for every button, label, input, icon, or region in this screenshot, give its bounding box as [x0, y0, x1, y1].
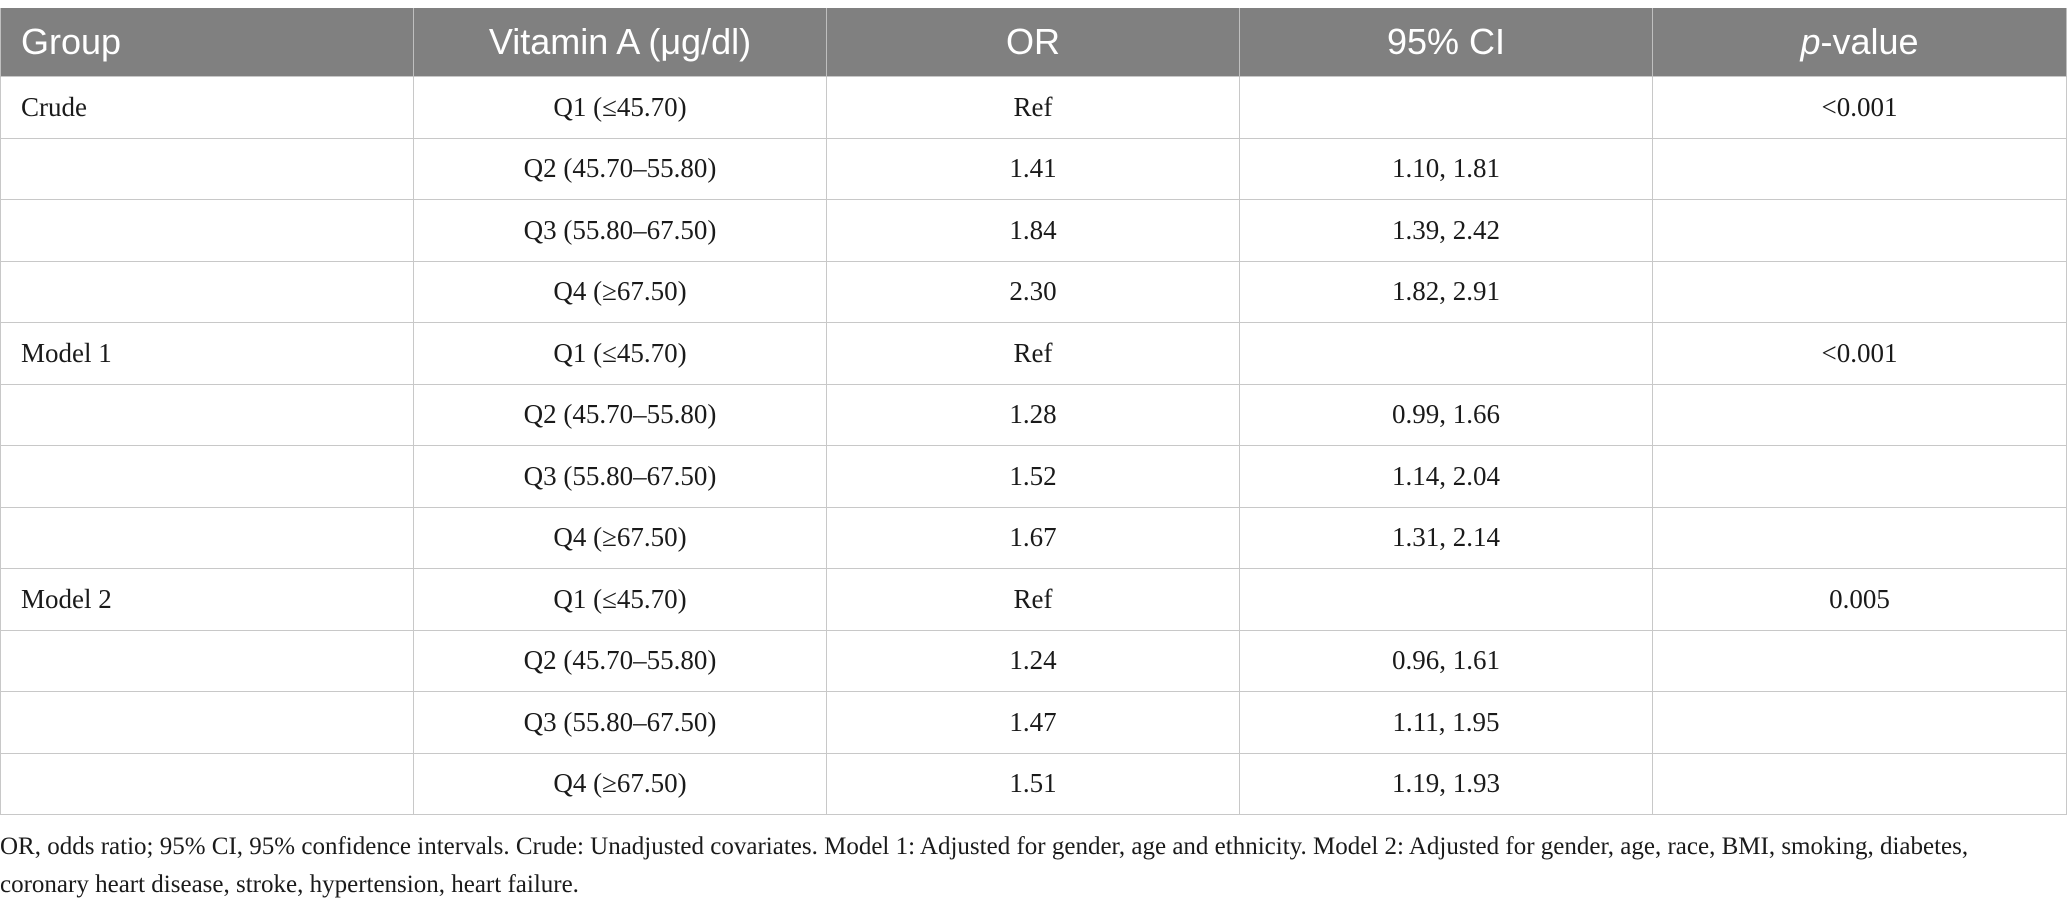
cell-group	[0, 506, 414, 569]
table-row: Q3 (55.80–67.50) 1.52 1.14, 2.04	[0, 445, 2067, 508]
cell-or: Ref	[826, 568, 1240, 631]
cell-p-value	[1652, 629, 2067, 692]
table-row: Q4 (≥67.50) 2.30 1.82, 2.91	[0, 260, 2067, 323]
cell-p-value	[1652, 137, 2067, 200]
cell-ci: 1.39, 2.42	[1239, 199, 1653, 262]
table-row: Q2 (45.70–55.80) 1.24 0.96, 1.61	[0, 629, 2067, 692]
cell-ci: 1.82, 2.91	[1239, 260, 1653, 323]
cell-vitamin-a: Q1 (≤45.70)	[413, 76, 827, 139]
cell-vitamin-a: Q3 (55.80–67.50)	[413, 199, 827, 262]
table-row: Model 2 Q1 (≤45.70) Ref 0.005	[0, 568, 2067, 631]
cell-or: 1.84	[826, 199, 1240, 262]
cell-vitamin-a: Q4 (≥67.50)	[413, 752, 827, 815]
table-header: Group Vitamin A (μg/dl) OR 95% CI p-valu…	[0, 8, 2067, 77]
cell-or: 2.30	[826, 260, 1240, 323]
cell-ci: 0.99, 1.66	[1239, 383, 1653, 446]
table-row: Q3 (55.80–67.50) 1.47 1.11, 1.95	[0, 691, 2067, 754]
cell-p-value	[1652, 260, 2067, 323]
header-ci: 95% CI	[1239, 8, 1653, 77]
cell-vitamin-a: Q4 (≥67.50)	[413, 506, 827, 569]
cell-group	[0, 260, 414, 323]
header-p-rest: -value	[1820, 21, 1919, 62]
cell-ci: 1.19, 1.93	[1239, 752, 1653, 815]
cell-ci: 1.11, 1.95	[1239, 691, 1653, 754]
cell-group	[0, 445, 414, 508]
cell-vitamin-a: Q3 (55.80–67.50)	[413, 445, 827, 508]
cell-p-value	[1652, 506, 2067, 569]
cell-group	[0, 629, 414, 692]
cell-p-value	[1652, 199, 2067, 262]
cell-p-value	[1652, 752, 2067, 815]
cell-p-value	[1652, 691, 2067, 754]
cell-ci: 0.96, 1.61	[1239, 629, 1653, 692]
header-row: Group Vitamin A (μg/dl) OR 95% CI p-valu…	[0, 8, 2067, 77]
cell-ci: 1.10, 1.81	[1239, 137, 1653, 200]
cell-vitamin-a: Q1 (≤45.70)	[413, 568, 827, 631]
table-body: Crude Q1 (≤45.70) Ref <0.001 Q2 (45.70–55.80…	[0, 76, 2067, 815]
cell-p-value	[1652, 383, 2067, 446]
cell-group	[0, 752, 414, 815]
header-or: OR	[826, 8, 1240, 77]
cell-group: Model 2	[0, 568, 414, 631]
header-p-value: p-value	[1652, 8, 2067, 77]
table-row: Q4 (≥67.50) 1.51 1.19, 1.93	[0, 752, 2067, 815]
table-row: Model 1 Q1 (≤45.70) Ref <0.001	[0, 322, 2067, 385]
cell-ci	[1239, 322, 1653, 385]
cell-vitamin-a: Q2 (45.70–55.80)	[413, 137, 827, 200]
table-footnote: OR, odds ratio; 95% CI, 95% confidence i…	[0, 833, 1969, 898]
table-row: Crude Q1 (≤45.70) Ref <0.001	[0, 76, 2067, 139]
cell-or: Ref	[826, 322, 1240, 385]
cell-group	[0, 199, 414, 262]
results-table: Group Vitamin A (μg/dl) OR 95% CI p-valu…	[0, 8, 2067, 815]
header-p-italic: p	[1800, 21, 1821, 62]
cell-p-value	[1652, 445, 2067, 508]
cell-vitamin-a: Q3 (55.80–67.50)	[413, 691, 827, 754]
table-row: Q2 (45.70–55.80) 1.28 0.99, 1.66	[0, 383, 2067, 446]
cell-or: 1.41	[826, 137, 1240, 200]
cell-group	[0, 137, 414, 200]
cell-ci: 1.14, 2.04	[1239, 445, 1653, 508]
cell-group: Model 1	[0, 322, 414, 385]
cell-ci: 1.31, 2.14	[1239, 506, 1653, 569]
header-group: Group	[0, 8, 414, 77]
cell-or: 1.67	[826, 506, 1240, 569]
table-row: Q2 (45.70–55.80) 1.41 1.10, 1.81	[0, 137, 2067, 200]
cell-or: 1.47	[826, 691, 1240, 754]
cell-group: Crude	[0, 76, 414, 139]
cell-ci	[1239, 568, 1653, 631]
cell-vitamin-a: Q2 (45.70–55.80)	[413, 629, 827, 692]
cell-vitamin-a: Q1 (≤45.70)	[413, 322, 827, 385]
results-table-container: Group Vitamin A (μg/dl) OR 95% CI p-valu…	[0, 8, 2067, 815]
cell-or: Ref	[826, 76, 1240, 139]
cell-group	[0, 383, 414, 446]
cell-group	[0, 691, 414, 754]
cell-p-value: <0.001	[1652, 322, 2067, 385]
cell-p-value: <0.001	[1652, 76, 2067, 139]
cell-or: 1.24	[826, 629, 1240, 692]
cell-p-value: 0.005	[1652, 568, 2067, 631]
cell-vitamin-a: Q2 (45.70–55.80)	[413, 383, 827, 446]
table-row: Q4 (≥67.50) 1.67 1.31, 2.14	[0, 506, 2067, 569]
cell-or: 1.52	[826, 445, 1240, 508]
cell-ci	[1239, 76, 1653, 139]
table-row: Q3 (55.80–67.50) 1.84 1.39, 2.42	[0, 199, 2067, 262]
cell-or: 1.51	[826, 752, 1240, 815]
header-vitamin-a: Vitamin A (μg/dl)	[413, 8, 827, 77]
cell-vitamin-a: Q4 (≥67.50)	[413, 260, 827, 323]
cell-or: 1.28	[826, 383, 1240, 446]
